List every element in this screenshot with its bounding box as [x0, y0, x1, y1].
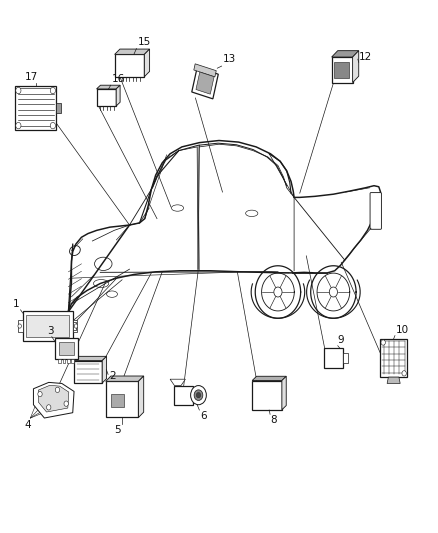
- Polygon shape: [106, 376, 144, 381]
- Polygon shape: [380, 339, 407, 377]
- Polygon shape: [74, 361, 102, 383]
- Polygon shape: [332, 57, 353, 83]
- Circle shape: [191, 385, 206, 405]
- Circle shape: [329, 287, 337, 297]
- Polygon shape: [18, 320, 23, 333]
- Polygon shape: [252, 376, 286, 381]
- Text: 3: 3: [47, 326, 53, 336]
- Circle shape: [38, 391, 42, 397]
- Polygon shape: [74, 357, 106, 361]
- Text: 9: 9: [338, 335, 344, 345]
- Text: 15: 15: [138, 37, 151, 47]
- Circle shape: [74, 324, 78, 328]
- Polygon shape: [387, 377, 400, 383]
- Text: 1: 1: [13, 299, 20, 309]
- Polygon shape: [196, 72, 214, 94]
- Polygon shape: [106, 381, 138, 417]
- Circle shape: [64, 401, 68, 406]
- Circle shape: [46, 405, 51, 410]
- Polygon shape: [192, 67, 218, 99]
- Polygon shape: [55, 338, 78, 359]
- Text: 2: 2: [109, 371, 116, 381]
- Circle shape: [381, 340, 385, 345]
- Circle shape: [194, 390, 203, 400]
- Polygon shape: [23, 311, 73, 341]
- Polygon shape: [116, 85, 120, 106]
- Polygon shape: [71, 359, 74, 364]
- Polygon shape: [102, 357, 106, 383]
- Circle shape: [50, 87, 56, 94]
- Polygon shape: [59, 342, 74, 355]
- Polygon shape: [33, 382, 74, 418]
- Circle shape: [196, 392, 201, 398]
- Polygon shape: [252, 381, 282, 410]
- Polygon shape: [73, 322, 77, 330]
- Circle shape: [402, 370, 406, 376]
- Polygon shape: [96, 89, 116, 106]
- Polygon shape: [73, 320, 78, 333]
- Polygon shape: [63, 359, 65, 364]
- Polygon shape: [115, 49, 150, 54]
- Polygon shape: [39, 385, 69, 412]
- Circle shape: [50, 123, 56, 129]
- Text: 5: 5: [114, 425, 121, 435]
- Text: 10: 10: [396, 325, 409, 335]
- Polygon shape: [194, 64, 216, 77]
- Polygon shape: [170, 379, 185, 385]
- Polygon shape: [26, 315, 70, 337]
- Polygon shape: [334, 62, 349, 78]
- FancyBboxPatch shape: [370, 192, 381, 229]
- Text: 6: 6: [200, 411, 206, 421]
- Polygon shape: [343, 353, 348, 364]
- Polygon shape: [332, 51, 359, 57]
- Text: 8: 8: [271, 415, 277, 425]
- Circle shape: [16, 123, 21, 129]
- Polygon shape: [15, 86, 57, 130]
- Text: 16: 16: [112, 74, 125, 84]
- Polygon shape: [324, 349, 343, 368]
- Circle shape: [18, 324, 21, 328]
- Polygon shape: [58, 359, 61, 364]
- Polygon shape: [96, 85, 120, 89]
- Text: 4: 4: [25, 419, 31, 430]
- Text: 17: 17: [25, 72, 38, 82]
- Polygon shape: [353, 51, 359, 83]
- Polygon shape: [138, 376, 144, 417]
- Polygon shape: [174, 385, 193, 405]
- Polygon shape: [145, 49, 150, 77]
- Text: 13: 13: [223, 54, 236, 64]
- Polygon shape: [282, 376, 286, 410]
- Circle shape: [274, 287, 282, 297]
- Polygon shape: [57, 103, 61, 114]
- Text: 12: 12: [359, 52, 372, 61]
- Polygon shape: [111, 394, 124, 407]
- Circle shape: [16, 87, 21, 94]
- Polygon shape: [115, 54, 145, 77]
- Polygon shape: [67, 359, 70, 364]
- Circle shape: [55, 387, 60, 392]
